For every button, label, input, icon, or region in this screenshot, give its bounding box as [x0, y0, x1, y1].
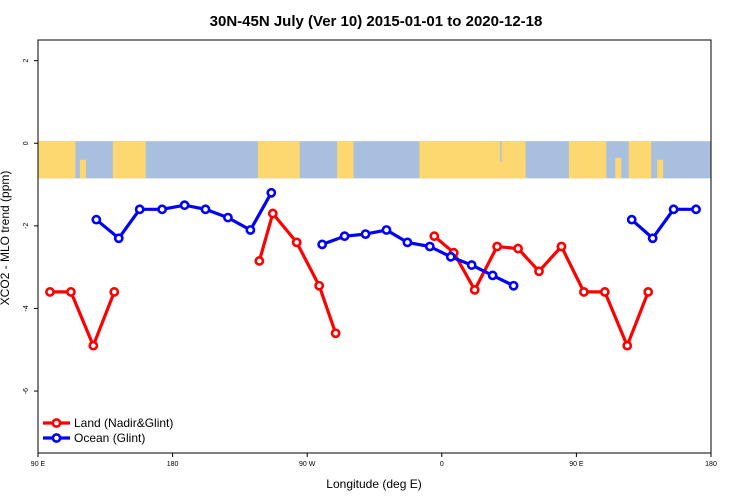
- x-tick-label: 90 E: [569, 461, 584, 468]
- data-point: [314, 280, 325, 291]
- y-tick-label: -2: [23, 223, 30, 229]
- data-point: [200, 204, 211, 215]
- x-tick-label: 0: [440, 461, 444, 468]
- data-point: [381, 225, 392, 235]
- data-point: [445, 251, 456, 262]
- data-point: [330, 328, 341, 339]
- data-point: [179, 200, 190, 211]
- data-point: [45, 287, 55, 297]
- chart-title: 30N-45N July (Ver 10) 2015-01-01 to 2020…: [210, 13, 543, 30]
- data-point: [626, 214, 637, 225]
- data-point: [429, 231, 440, 242]
- data-point: [360, 229, 371, 240]
- data-point: [339, 231, 350, 242]
- legend-swatch-marker: [51, 418, 62, 428]
- map-land: [112, 141, 146, 179]
- data-point: [492, 241, 503, 252]
- data-point: [157, 204, 168, 215]
- data-point: [266, 187, 277, 198]
- data-point: [109, 287, 120, 297]
- data-point: [643, 287, 654, 297]
- legend-swatch-marker: [51, 433, 62, 443]
- data-point: [317, 239, 328, 250]
- map-land: [615, 157, 622, 179]
- y-axis-label: XCO2 - MLO trend (ppm): [0, 171, 12, 306]
- series-line: [50, 290, 116, 348]
- map-land: [568, 141, 607, 179]
- x-axis-label: Longitude (deg E): [326, 477, 421, 491]
- series-line: [257, 211, 338, 334]
- data-point: [245, 225, 256, 235]
- data-point: [534, 266, 544, 277]
- x-tick-label: 180: [705, 461, 717, 468]
- data-point: [466, 260, 477, 270]
- series-line: [433, 234, 650, 348]
- data-point: [556, 241, 567, 252]
- map-land: [657, 159, 664, 179]
- series-land: [45, 208, 654, 351]
- data-point: [647, 233, 658, 244]
- y-tick-label: -6: [23, 388, 30, 394]
- data-point: [424, 241, 435, 252]
- map-land: [58, 154, 65, 179]
- map-land: [79, 159, 86, 179]
- x-axis: 90 E 180 90 W 0 90 E 180: [31, 453, 717, 468]
- data-point: [469, 284, 480, 295]
- x-tick-label: 90 W: [299, 461, 316, 468]
- data-point: [402, 237, 413, 248]
- legend: Land (Nadir&Glint)Ocean (Glint): [43, 416, 173, 445]
- map-land: [628, 141, 652, 179]
- x-tick-label: 180: [167, 461, 179, 468]
- map-land: [419, 141, 501, 179]
- data-point: [668, 204, 679, 215]
- plot-frame: [37, 39, 712, 454]
- map-land: [257, 141, 300, 179]
- map-land: [337, 141, 354, 179]
- legend-label: Land (Nadir&Glint): [74, 416, 173, 430]
- data-point: [691, 204, 701, 215]
- series-ocean: [91, 187, 701, 291]
- series-layer: [45, 187, 701, 351]
- y-tick-label: 0: [23, 141, 30, 145]
- data-point: [91, 214, 102, 225]
- x-tick-label: 90 E: [31, 461, 46, 468]
- data-point: [508, 280, 519, 291]
- data-point: [487, 270, 498, 281]
- data-point: [622, 340, 633, 351]
- data-point: [291, 237, 302, 248]
- data-point: [513, 243, 523, 254]
- data-point: [88, 340, 99, 351]
- data-point: [578, 287, 589, 297]
- y-tick-label: 2: [23, 59, 30, 63]
- y-axis: 2 0 -2 -4 -6: [23, 59, 38, 394]
- series-line: [321, 228, 515, 288]
- data-point: [267, 208, 278, 219]
- map-land: [495, 161, 502, 179]
- map-land: [519, 156, 526, 179]
- map-land: [501, 141, 526, 179]
- data-point: [599, 287, 610, 297]
- data-point: [66, 287, 76, 297]
- series-line: [95, 192, 273, 240]
- data-point: [223, 212, 233, 223]
- world-map-strip: [38, 141, 711, 179]
- legend-label: Ocean (Glint): [74, 431, 145, 445]
- series-line: [630, 207, 696, 240]
- data-point: [134, 204, 145, 215]
- data-point: [254, 256, 265, 266]
- data-point: [113, 233, 124, 244]
- y-tick-label: -4: [23, 305, 30, 311]
- map-land: [38, 141, 76, 179]
